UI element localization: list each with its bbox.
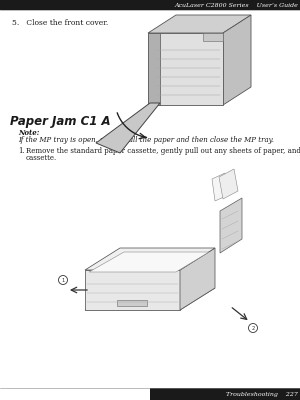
Polygon shape [89,252,209,272]
Bar [148,33,160,105]
Text: If the MP tray is open, remove all the paper and then close the MP tray.: If the MP tray is open, remove all the p… [18,136,274,144]
Text: 1: 1 [61,278,65,282]
Polygon shape [85,288,215,310]
Polygon shape [85,248,215,270]
Polygon shape [223,15,251,105]
Polygon shape [148,15,251,33]
Bar [0,0,300,10]
Bar [150,388,300,400]
Text: Troubleshooting    227: Troubleshooting 227 [226,392,298,397]
Polygon shape [85,270,180,310]
Circle shape [58,276,68,284]
Text: Note:: Note: [18,129,39,137]
Polygon shape [180,248,215,310]
Text: 1.: 1. [18,147,25,155]
Bar [117,300,147,306]
Polygon shape [219,169,238,199]
Polygon shape [212,173,228,201]
Polygon shape [148,33,223,105]
Polygon shape [96,103,160,153]
Text: cassette.: cassette. [26,154,57,162]
Polygon shape [220,198,242,253]
Text: AcuLaser C2800 Series    User’s Guide: AcuLaser C2800 Series User’s Guide [174,3,298,8]
Bar [203,33,223,41]
Circle shape [248,324,257,332]
Text: Paper Jam C1 A: Paper Jam C1 A [10,115,111,128]
Text: 2: 2 [251,326,255,330]
Text: Remove the standard paper cassette, gently pull out any sheets of paper, and rei: Remove the standard paper cassette, gent… [26,147,300,155]
Text: 5.   Close the front cover.: 5. Close the front cover. [12,19,108,27]
